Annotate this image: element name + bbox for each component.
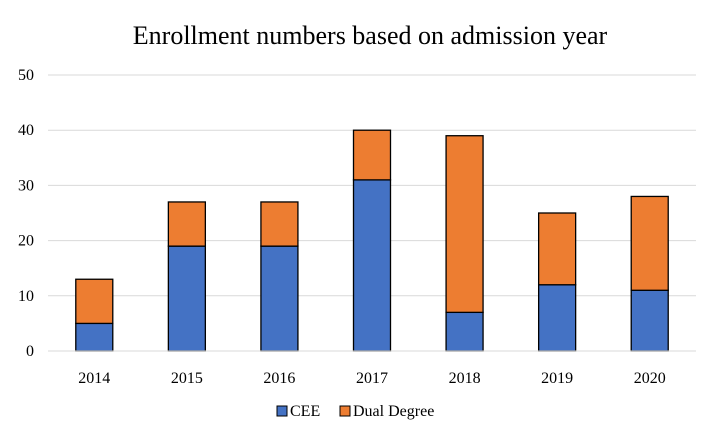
y-axis-ticks: 0 10 20 30 40 50: [18, 67, 34, 360]
x-tick-label: 2015: [171, 370, 203, 387]
y-tick-label: 30: [18, 177, 34, 194]
x-tick-label: 2019: [541, 370, 573, 387]
y-tick-label: 20: [18, 233, 34, 250]
chart-title: Enrollment numbers based on admission ye…: [133, 21, 608, 50]
bar-dual-degree-2014: [75, 278, 114, 325]
bar-cee-2018: [445, 311, 484, 352]
bar-dual-degree-2019: [537, 212, 577, 286]
bar-cee-2015: [167, 245, 207, 352]
x-tick-label: 2016: [263, 370, 295, 387]
bar-dual-degree-2016: [260, 201, 299, 247]
y-tick-label: 10: [18, 288, 34, 305]
y-tick-label: 40: [18, 122, 34, 139]
bars: [75, 129, 669, 352]
y-tick-label: 50: [18, 67, 34, 84]
legend-swatch-cee: [276, 405, 288, 417]
legend-label: CEE: [290, 403, 320, 420]
x-tick-label: 2014: [78, 370, 110, 387]
x-tick-label: 2017: [356, 370, 388, 387]
bar-cee-2016: [260, 245, 299, 352]
x-tick-label: 2020: [634, 370, 666, 387]
x-axis-ticks: 2014 2015 2016 2017 2018 2019 2020: [78, 370, 665, 387]
bar-cee-2019: [537, 284, 577, 352]
y-tick-label: 0: [26, 343, 34, 360]
bar-cee-2017: [352, 179, 392, 352]
x-tick-label: 2018: [449, 370, 481, 387]
legend-swatch-dual-degree: [339, 405, 351, 417]
bar-cee-2020: [630, 289, 669, 352]
bar-dual-degree-2015: [167, 201, 207, 247]
bar-dual-degree-2020: [630, 195, 669, 291]
legend: CEE Dual Degree: [276, 403, 434, 420]
legend-label: Dual Degree: [353, 403, 434, 420]
bar-cee-2014: [75, 322, 114, 352]
bar-dual-degree-2018: [445, 135, 484, 314]
bar-dual-degree-2017: [352, 129, 392, 181]
